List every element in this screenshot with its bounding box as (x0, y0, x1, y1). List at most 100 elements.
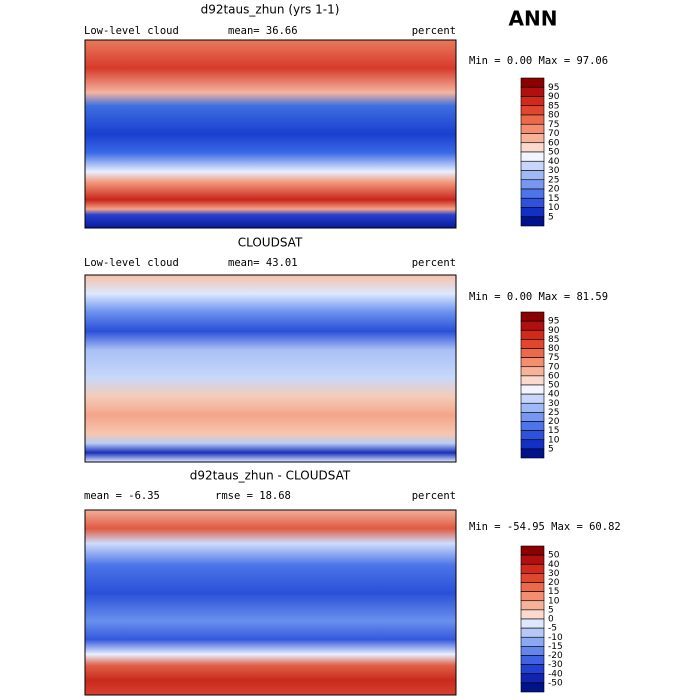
colorbar-box (520, 329, 545, 340)
panel-center-label: mean= 36.66 (228, 25, 298, 37)
colorbar-label: 40 (548, 157, 560, 167)
colorbar-box (520, 646, 545, 656)
panel-units: percent (412, 257, 456, 269)
colorbar-box (520, 618, 545, 629)
colorbar-box (520, 609, 545, 620)
colorbar-box (520, 160, 545, 171)
colorbar-box (520, 545, 545, 556)
colorbar-label: 60 (548, 138, 560, 148)
colorbar-box (520, 554, 545, 565)
colorbar-label: 85 (548, 101, 559, 111)
colorbar-box (520, 188, 545, 199)
colorbar-label: 40 (548, 390, 560, 400)
colorbar-box (520, 384, 545, 395)
panel-title: d92taus_zhun - CLOUDSAT (190, 469, 351, 483)
colorbar-label: -40 (548, 669, 563, 679)
colorbar-label: 15 (548, 426, 559, 436)
min-max: Min = -54.95 Max = 60.82 (469, 521, 621, 533)
colorbar-label: 85 (548, 335, 559, 345)
panel-left-label: mean = -6.35 (84, 490, 160, 502)
colorbar-label: 30 (548, 569, 560, 579)
colorbar-label: 90 (548, 326, 560, 336)
season-title: ANN (509, 7, 558, 31)
colorbar-box (520, 430, 545, 441)
colorbar-box (520, 591, 545, 602)
colorbar-label: 50 (548, 381, 560, 391)
colorbar-label: 50 (548, 148, 560, 158)
colorbar-label: 15 (548, 194, 559, 204)
colorbar-label: 25 (548, 408, 559, 418)
panel-center-label: rmse = 18.68 (215, 490, 291, 502)
panel-left-label: Low-level cloud (84, 25, 179, 37)
colorbar-box (520, 682, 545, 693)
min-max: Min = 0.00 Max = 97.06 (469, 55, 608, 67)
colorbar-box (520, 142, 545, 153)
colorbar-box (520, 311, 545, 322)
colorbar-label: 5 (548, 212, 554, 222)
colorbar-box (520, 627, 545, 638)
colorbar-box (520, 77, 545, 88)
colorbar-label: 15 (548, 587, 559, 597)
colorbar-label: 10 (548, 435, 560, 445)
colorbar-box (520, 105, 545, 116)
colorbar-label: 50 (548, 551, 560, 561)
panel-left-label: Low-level cloud (84, 257, 179, 269)
colorbar-label: 0 (548, 615, 554, 625)
colorbar-label: 95 (548, 83, 559, 93)
panel-units: percent (412, 25, 456, 37)
colorbar-box (520, 573, 545, 583)
colorbar-box (520, 673, 545, 684)
map-field (84, 39, 457, 229)
colorbar-box (520, 339, 545, 349)
colorbar-box (520, 216, 545, 227)
map-field (84, 274, 457, 463)
colorbar-label: 20 (548, 417, 560, 427)
map-field (84, 509, 457, 696)
colorbar-box (520, 357, 545, 368)
colorbar-box (520, 448, 545, 459)
colorbar-box (520, 582, 545, 592)
colorbar-box (520, 393, 545, 404)
colorbar-label: -10 (548, 633, 563, 643)
min-max: Min = 0.00 Max = 81.59 (469, 291, 608, 303)
colorbar-label: 70 (548, 362, 560, 372)
colorbar-box (520, 151, 545, 162)
colorbar-box (520, 133, 545, 144)
colorbar-label: 40 (548, 560, 560, 570)
panel-units: percent (412, 490, 456, 502)
colorbar-label: 5 (548, 605, 554, 615)
colorbar-box (520, 421, 545, 431)
colorbar-label: 20 (548, 578, 560, 588)
colorbar-label: 90 (548, 92, 560, 102)
colorbar-box (520, 366, 545, 377)
colorbar-box (520, 86, 545, 97)
colorbar-box (520, 439, 545, 450)
colorbar-box (520, 412, 545, 422)
colorbar-label: -20 (548, 651, 563, 661)
colorbar-box (520, 655, 545, 665)
colorbar-label: 80 (548, 344, 560, 354)
colorbar-label: 20 (548, 185, 560, 195)
colorbar-label: -15 (548, 642, 563, 652)
colorbar-label: 5 (548, 444, 554, 454)
colorbar-label: 95 (548, 317, 559, 327)
colorbar-label: 30 (548, 166, 560, 176)
colorbar-box (520, 664, 545, 675)
colorbar-box (520, 96, 545, 107)
colorbar-label: 75 (548, 120, 559, 130)
colorbar-label: 25 (548, 175, 559, 185)
colorbar-box (520, 636, 545, 647)
colorbar-box (520, 179, 545, 190)
colorbar-label: 10 (548, 203, 560, 213)
colorbar-box (520, 375, 545, 386)
colorbar-box (520, 123, 545, 134)
colorbar-label: 10 (548, 596, 560, 606)
colorbar-box (520, 402, 545, 413)
colorbar-label: -5 (548, 624, 557, 634)
colorbar-box (520, 600, 545, 611)
colorbar-box (520, 197, 545, 208)
panel-title: CLOUDSAT (238, 236, 303, 250)
colorbar-box (520, 114, 545, 125)
panel-center-label: mean= 43.01 (228, 257, 298, 269)
